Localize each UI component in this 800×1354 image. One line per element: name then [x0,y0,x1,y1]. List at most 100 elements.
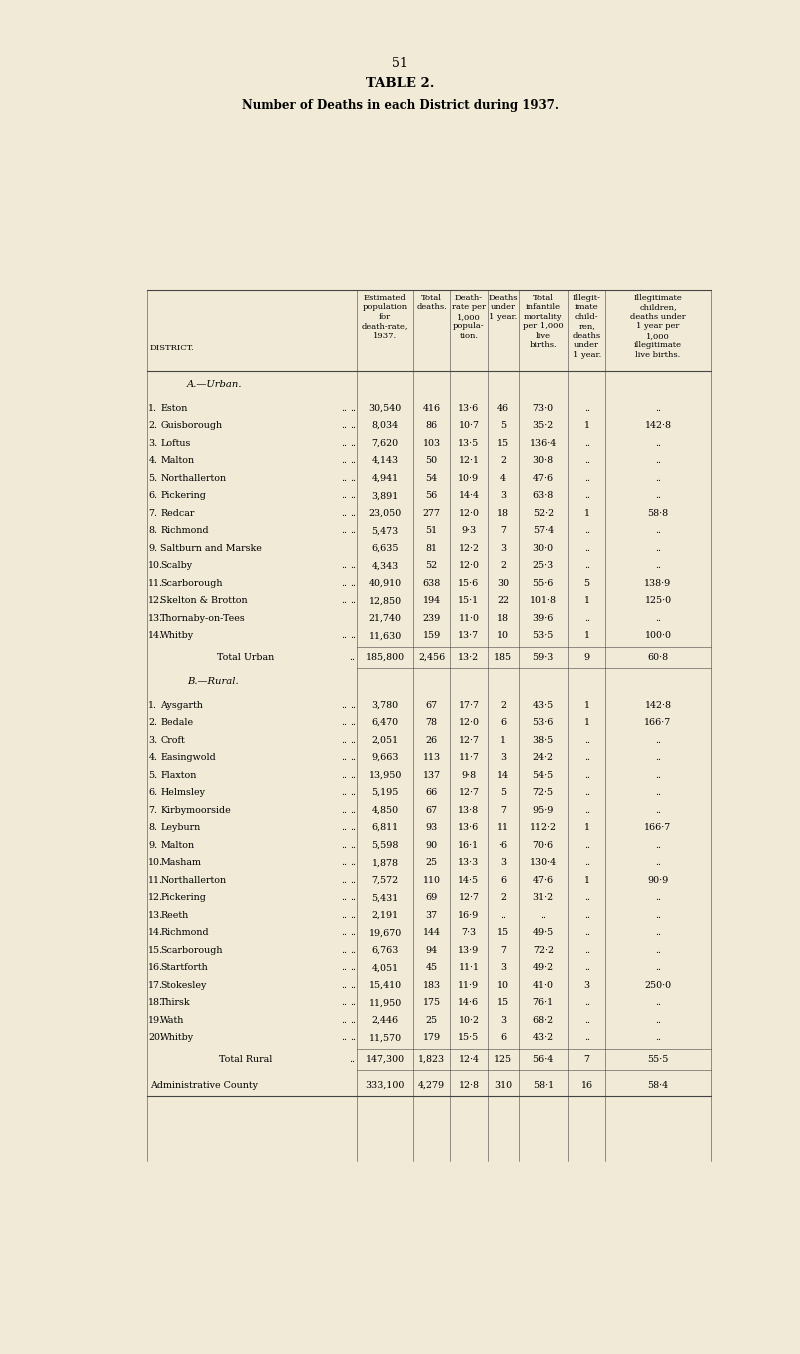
Text: 40,910: 40,910 [369,578,402,588]
Text: ..: .. [655,841,661,850]
Text: 6,470: 6,470 [372,718,398,727]
Text: 6,763: 6,763 [371,945,399,955]
Text: Northallerton: Northallerton [160,474,226,482]
Text: 3.: 3. [148,735,158,745]
Text: ..: .. [584,770,590,780]
Text: ..: .. [350,578,356,588]
Text: Richmond: Richmond [160,527,209,535]
Text: 4,343: 4,343 [371,562,399,570]
Text: ..: .. [350,858,356,867]
Text: 13·8: 13·8 [458,806,479,815]
Text: 15·1: 15·1 [458,596,479,605]
Text: 5: 5 [500,421,506,431]
Text: 12,850: 12,850 [369,596,402,605]
Text: 11,570: 11,570 [369,1033,402,1043]
Text: 12·7: 12·7 [458,735,479,745]
Text: 1: 1 [584,421,590,431]
Text: 13,950: 13,950 [369,770,402,780]
Text: 4,051: 4,051 [372,963,398,972]
Text: ..: .. [655,911,661,919]
Text: Illegit-
imate
child-
ren,
deaths
under
1 year.: Illegit- imate child- ren, deaths under … [573,294,601,359]
Text: TABLE 2.: TABLE 2. [366,77,434,91]
Text: 5,195: 5,195 [371,788,399,798]
Text: ..: .. [341,735,346,745]
Text: ..: .. [350,562,356,570]
Text: 49·5: 49·5 [533,929,554,937]
Text: ..: .. [350,876,356,884]
Text: 12·4: 12·4 [458,1055,479,1064]
Text: 11·7: 11·7 [458,753,479,762]
Text: 60·8: 60·8 [647,653,669,662]
Text: ..: .. [350,439,356,448]
Text: ..: .. [584,527,590,535]
Text: 103: 103 [422,439,441,448]
Text: ..: .. [350,527,356,535]
Text: 4,279: 4,279 [418,1080,446,1090]
Text: 18: 18 [497,509,509,517]
Text: 12·0: 12·0 [458,718,479,727]
Text: ..: .. [341,421,346,431]
Text: ..: .. [341,509,346,517]
Text: ..: .. [341,929,346,937]
Text: ..: .. [584,439,590,448]
Text: 3: 3 [500,1016,506,1025]
Text: 3: 3 [500,963,506,972]
Text: 10: 10 [497,631,509,640]
Text: ..: .. [341,718,346,727]
Text: 5,473: 5,473 [371,527,399,535]
Text: ..: .. [350,403,356,413]
Text: 16.: 16. [148,963,163,972]
Text: Total Rural: Total Rural [219,1055,272,1064]
Text: 58·4: 58·4 [647,1080,669,1090]
Text: 2,446: 2,446 [372,1016,398,1025]
Text: 638: 638 [422,578,441,588]
Text: 11·1: 11·1 [458,963,479,972]
Text: 6,811: 6,811 [372,823,398,833]
Text: 7,572: 7,572 [372,876,398,884]
Text: 13·3: 13·3 [458,858,479,867]
Text: 51: 51 [426,527,438,535]
Text: 54: 54 [426,474,438,482]
Text: ..: .. [584,735,590,745]
Text: Pickering: Pickering [160,492,206,500]
Text: 13·5: 13·5 [458,439,479,448]
Text: ..: .. [584,1016,590,1025]
Text: 56·4: 56·4 [533,1055,554,1064]
Text: 21,740: 21,740 [369,613,402,623]
Text: 38·5: 38·5 [533,735,554,745]
Text: 6: 6 [500,1033,506,1043]
Text: ..: .. [655,735,661,745]
Text: 90: 90 [426,841,438,850]
Text: 57·4: 57·4 [533,527,554,535]
Text: 13·9: 13·9 [458,945,479,955]
Text: 7.: 7. [148,806,158,815]
Text: 9.: 9. [148,544,158,552]
Text: 2,051: 2,051 [372,735,398,745]
Text: 55·6: 55·6 [533,578,554,588]
Text: 11·9: 11·9 [458,980,479,990]
Text: 185,800: 185,800 [366,653,405,662]
Text: Malton: Malton [160,841,194,850]
Text: ..: .. [341,631,346,640]
Text: 73·0: 73·0 [533,403,554,413]
Text: ..: .. [341,753,346,762]
Text: 8,034: 8,034 [372,421,398,431]
Text: ..: .. [341,980,346,990]
Text: ..: .. [584,841,590,850]
Text: 2: 2 [500,894,506,902]
Text: Northallerton: Northallerton [160,876,226,884]
Text: 67: 67 [426,700,438,709]
Text: ..: .. [655,894,661,902]
Text: ..: .. [350,753,356,762]
Text: 1,823: 1,823 [418,1055,446,1064]
Text: Number of Deaths in each District during 1937.: Number of Deaths in each District during… [242,99,558,112]
Text: 16·9: 16·9 [458,911,479,919]
Text: 1: 1 [584,700,590,709]
Text: ..: .. [350,421,356,431]
Text: ..: .. [655,1016,661,1025]
Text: 86: 86 [426,421,438,431]
Text: Scarborough: Scarborough [160,945,222,955]
Text: ..: .. [584,998,590,1007]
Text: 9·8: 9·8 [462,770,477,780]
Text: 93: 93 [426,823,438,833]
